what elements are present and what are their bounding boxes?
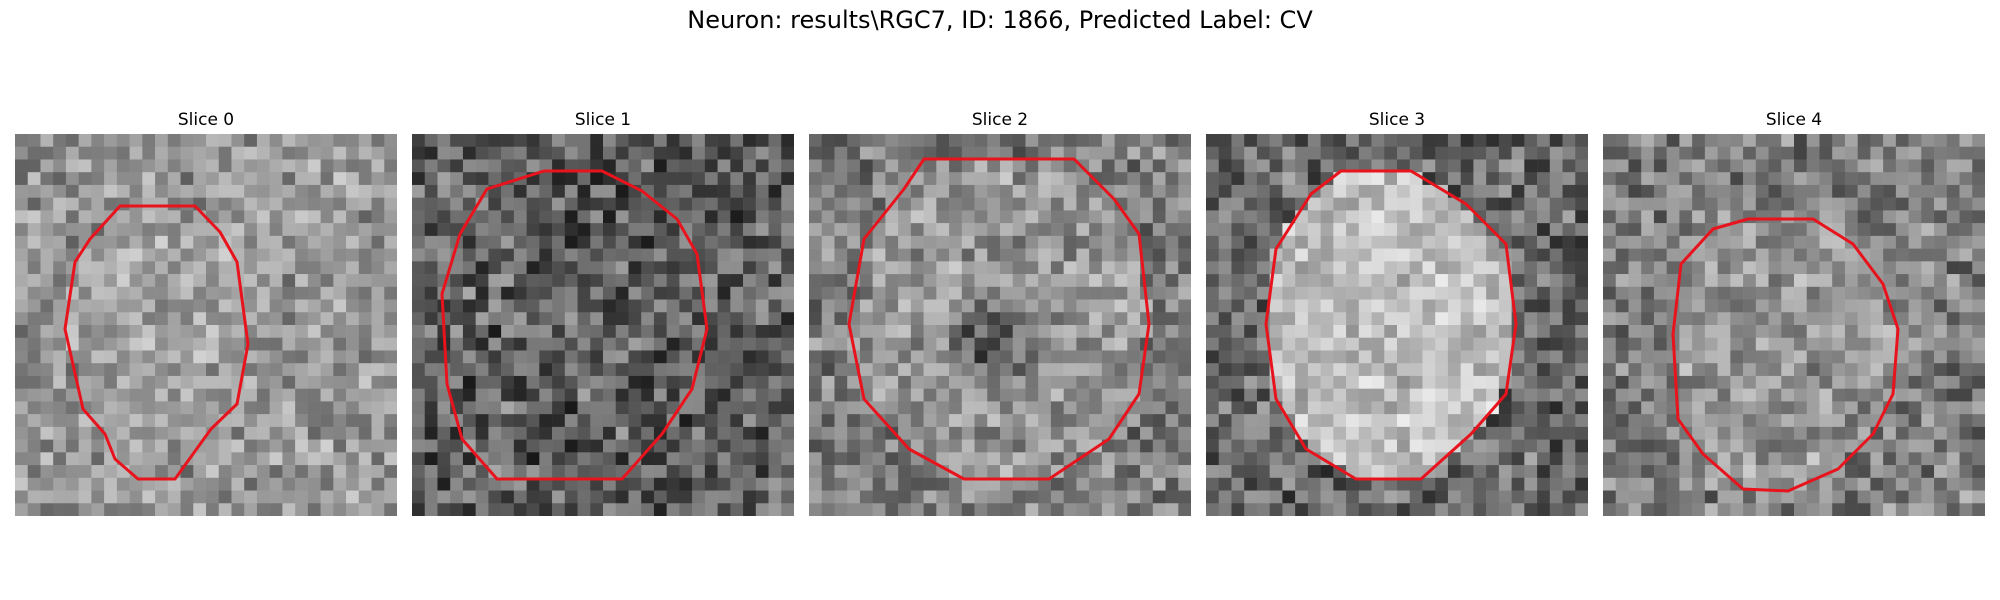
slice-image-1 — [412, 134, 794, 516]
cell-contour — [440, 169, 709, 481]
cell-contour — [63, 204, 250, 481]
slice-title-0: Slice 0 — [177, 110, 235, 130]
slice-image-0 — [15, 134, 397, 516]
slice-panel-2: Slice 2 — [809, 106, 1191, 516]
figure-title: Neuron: results\RGC7, ID: 1866, Predicte… — [687, 6, 1313, 34]
slice-panel-1: Slice 1 — [412, 106, 794, 516]
slice-panel-3: Slice 3 — [1206, 106, 1588, 516]
slice-title-3: Slice 3 — [1368, 110, 1426, 130]
slice-image-2 — [809, 134, 1191, 516]
slice-image-4 — [1603, 134, 1985, 516]
cell-contour — [847, 157, 1151, 481]
slice-panel-0: Slice 0 — [15, 106, 397, 516]
slice-image-3 — [1206, 134, 1588, 516]
cell-contour — [1264, 169, 1518, 481]
slice-title-4: Slice 4 — [1765, 110, 1823, 130]
slice-title-2: Slice 2 — [971, 110, 1029, 130]
cell-contour — [1671, 217, 1900, 493]
slice-panel-4: Slice 4 — [1603, 106, 1985, 516]
slice-title-1: Slice 1 — [574, 110, 632, 130]
